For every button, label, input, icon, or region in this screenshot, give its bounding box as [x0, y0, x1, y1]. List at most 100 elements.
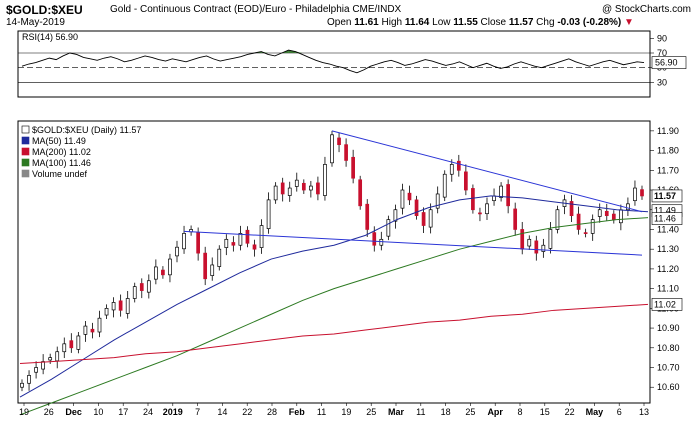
high-value: 11.64	[404, 17, 430, 28]
x-tick-label: 22	[565, 407, 575, 417]
x-tick-label: 10	[93, 407, 103, 417]
candle-body	[62, 343, 67, 353]
candle-body	[640, 189, 644, 197]
candle-body	[534, 240, 539, 254]
chg-label: Chg	[536, 17, 555, 28]
candle-body	[548, 229, 553, 249]
candle-body	[555, 209, 560, 230]
candle-body	[619, 209, 623, 224]
candle-body	[421, 212, 426, 226]
candle-body	[330, 134, 334, 164]
legend-entry: $GOLD:$XEU (Daily) 11.57	[32, 125, 141, 135]
down-arrow-icon: ▼	[624, 17, 634, 28]
candle-body	[569, 201, 574, 217]
candle-body	[231, 242, 236, 246]
x-tick-label: Mar	[388, 407, 405, 417]
high-label: High	[381, 17, 403, 28]
candle-body	[125, 298, 130, 314]
candle-body	[41, 361, 45, 370]
rsi-tick-label: 70	[657, 48, 667, 58]
candle-body	[590, 219, 595, 234]
candle-body	[301, 182, 306, 191]
candle-body	[358, 179, 363, 207]
rsi-line	[21, 49, 645, 74]
candle-body	[316, 182, 320, 195]
x-tick-label: 22	[242, 407, 252, 417]
candle-body	[393, 209, 398, 222]
candle-body	[168, 258, 172, 276]
legend-entry: MA(50) 11.49	[32, 136, 86, 146]
x-tick-label: 17	[118, 407, 128, 417]
candle-body	[442, 173, 447, 198]
x-tick-label: 6	[617, 407, 622, 417]
x-tick-label: 7	[195, 407, 200, 417]
price-badge	[651, 212, 683, 225]
candle-body	[224, 238, 229, 248]
trendline	[184, 230, 643, 256]
chg-value: -0.03 (-0.28%)	[557, 17, 622, 28]
price-tick-label: 11.40	[657, 224, 679, 234]
candle-body	[372, 232, 377, 246]
x-tick-label: 25	[465, 407, 475, 417]
price-tick-label: 11.90	[657, 126, 679, 136]
candle-body	[294, 179, 299, 187]
legend-swatch	[21, 125, 30, 134]
price-tick-label: 10.60	[657, 382, 680, 392]
candle-body	[407, 192, 412, 201]
candle-body	[217, 248, 222, 267]
candle-body	[97, 317, 102, 333]
candle-body	[48, 357, 53, 361]
candle-body	[203, 252, 208, 280]
trendline	[331, 130, 643, 213]
price-tick-label: 11.70	[657, 165, 679, 175]
candle-body	[527, 238, 532, 247]
price-tick-label: 10.90	[657, 323, 680, 333]
candle-body	[597, 209, 602, 217]
candle-body	[428, 209, 433, 228]
price-tick-label: 11.80	[657, 146, 679, 156]
candle-body	[365, 203, 370, 230]
legend-swatch	[21, 169, 30, 178]
rsi-last-label: 56.90	[655, 58, 678, 68]
price-badge-label: 11.49	[654, 206, 676, 216]
low-value: 11.55	[453, 17, 478, 28]
open-value: 11.61	[354, 17, 379, 28]
x-tick-label: 14	[217, 407, 227, 417]
candle-body	[583, 232, 588, 234]
rsi-tick-label: 30	[657, 77, 667, 87]
x-tick-label: 19	[341, 407, 351, 417]
candle-body	[449, 164, 454, 175]
candle-body	[161, 269, 165, 276]
candle-body	[34, 367, 38, 373]
price-tick-label: 11.20	[657, 264, 679, 274]
candle-body	[273, 185, 278, 201]
candle-body	[513, 208, 518, 230]
moving-average-line	[19, 195, 649, 398]
source-credit: @ StockCharts.com	[601, 4, 691, 15]
candle-body	[435, 193, 440, 209]
candle-body	[280, 182, 285, 195]
candle-body	[323, 164, 327, 196]
candle-body	[83, 325, 88, 335]
candle-body	[351, 156, 355, 179]
x-tick-label: 8	[517, 407, 522, 417]
price-tick-label: 11.10	[657, 284, 679, 294]
candle-body	[604, 210, 609, 217]
candle-body	[20, 382, 24, 388]
candle-body	[196, 232, 200, 254]
candle-body	[111, 302, 116, 311]
x-tick-label: 26	[44, 407, 54, 417]
rsi-legend: RSI(14) 56.90	[22, 32, 78, 42]
x-tick-label: 13	[639, 407, 649, 417]
candle-body	[76, 335, 81, 350]
price-tick-label: 10.70	[657, 363, 680, 373]
x-tick-label: 28	[267, 407, 277, 417]
x-tick-label: 19	[19, 407, 29, 417]
rsi-last-badge	[651, 56, 687, 69]
legend-entry: Volume undef	[32, 169, 88, 179]
legend-swatch	[21, 147, 30, 156]
candle-body	[471, 188, 475, 211]
x-tick-label: 11	[416, 407, 425, 417]
price-panel-frame	[17, 120, 651, 404]
